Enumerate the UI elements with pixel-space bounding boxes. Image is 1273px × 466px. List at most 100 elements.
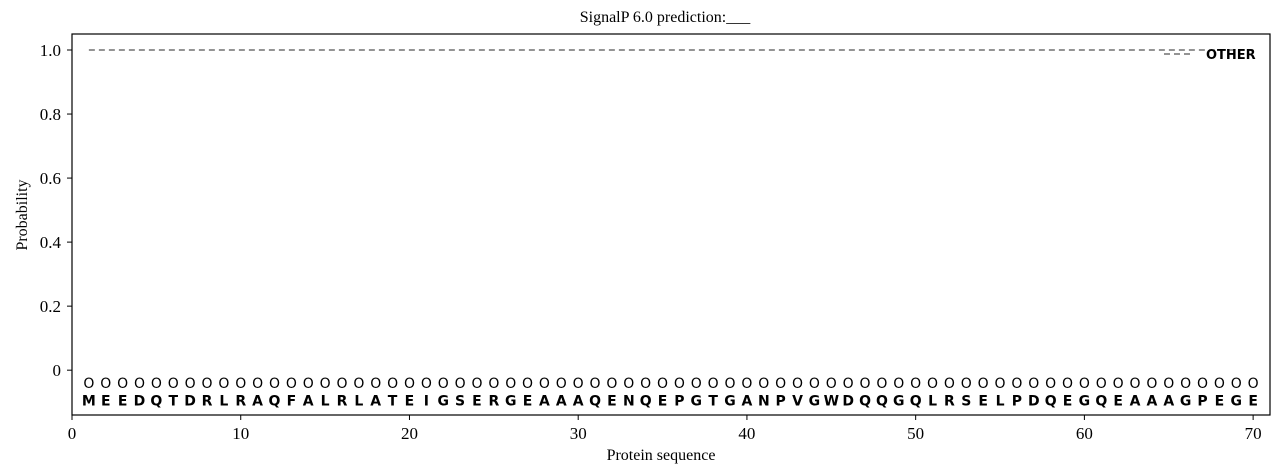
state-label: O (320, 376, 331, 392)
sequence-residue: D (184, 394, 196, 410)
sequence-residue: A (1146, 394, 1157, 410)
state-label: O (168, 376, 179, 392)
sequence-residue: Q (269, 394, 281, 410)
sequence-residue: M (82, 394, 96, 410)
state-label: O (1231, 376, 1242, 392)
sequence-residue: G (505, 394, 517, 410)
sequence-residue: L (354, 394, 363, 410)
state-label: O (522, 376, 533, 392)
state-label: O (539, 376, 550, 392)
x-tick-label: 70 (1245, 424, 1262, 443)
sequence-residue: G (1231, 394, 1243, 410)
sequence-residue: Q (640, 394, 652, 410)
sequence-residue: E (523, 394, 533, 410)
sequence-residue: E (607, 394, 617, 410)
sequence-residue: E (1063, 394, 1073, 410)
sequence-residue: R (488, 394, 499, 410)
sequence-residue: Q (910, 394, 922, 410)
state-label: O (1079, 376, 1090, 392)
sequence-residue: G (893, 394, 905, 410)
y-tick-label: 0.8 (40, 105, 61, 124)
y-tick-label: 0.4 (40, 233, 62, 252)
sequence-residue: F (287, 394, 297, 410)
state-label: O (657, 376, 668, 392)
state-label: O (455, 376, 466, 392)
state-label: O (471, 376, 482, 392)
state-label: O (1062, 376, 1073, 392)
state-label: O (741, 376, 752, 392)
state-label: O (843, 376, 854, 392)
legend-label-other: OTHER (1206, 48, 1256, 63)
sequence-residue: N (758, 394, 770, 410)
sequence-residue: S (961, 394, 971, 410)
sequence-residue: N (623, 394, 635, 410)
sequence-residue: E (472, 394, 482, 410)
y-tick-label: 1.0 (40, 41, 61, 60)
state-label: O (910, 376, 921, 392)
state-label: O (252, 376, 263, 392)
state-label: O (1197, 376, 1208, 392)
state-label: O (775, 376, 786, 392)
chart-title: SignalP 6.0 prediction:___ (580, 9, 752, 26)
sequence-residue: G (809, 394, 821, 410)
sequence-residue: L (996, 394, 1005, 410)
sequence-residue: T (168, 394, 178, 410)
state-label: O (876, 376, 887, 392)
sequence-residue: E (978, 394, 988, 410)
state-label: O (792, 376, 803, 392)
sequence-residue: E (101, 394, 111, 410)
state-label: O (1045, 376, 1056, 392)
sequence-residue: A (303, 394, 314, 410)
state-label: O (1180, 376, 1191, 392)
state-label: O (353, 376, 364, 392)
state-label: O (809, 376, 820, 392)
x-tick-label: 10 (232, 424, 249, 443)
sequence-residue: R (944, 394, 955, 410)
plot-frame (71, 33, 1271, 416)
sequence-residue: E (405, 394, 415, 410)
state-label: O (573, 376, 584, 392)
sequence-residue: Q (150, 394, 162, 410)
state-label: O (505, 376, 516, 392)
state-label: O (860, 376, 871, 392)
state-label: O (218, 376, 229, 392)
x-axis-label: Protein sequence (607, 447, 716, 464)
state-label: O (944, 376, 955, 392)
sequence-residue: Q (876, 394, 888, 410)
state-label: O (404, 376, 415, 392)
state-label: O (1011, 376, 1022, 392)
state-label: O (185, 376, 196, 392)
x-tick-label: 50 (907, 424, 924, 443)
y-tick-label: 0.6 (40, 169, 61, 188)
sequence-residue: P (1012, 394, 1022, 410)
y-tick-label: 0 (53, 361, 62, 380)
state-label: O (286, 376, 297, 392)
state-label: O (725, 376, 736, 392)
state-label: O (151, 376, 162, 392)
sequence-residue: T (388, 394, 398, 410)
sequence-residue: G (691, 394, 703, 410)
sequence-residue: A (1130, 394, 1141, 410)
state-label: O (100, 376, 111, 392)
state-label: O (995, 376, 1006, 392)
sequence-residue: Q (859, 394, 871, 410)
sequence-residue: G (437, 394, 449, 410)
state-label: O (370, 376, 381, 392)
x-tick-label: 20 (401, 424, 418, 443)
state-label: O (1028, 376, 1039, 392)
sequence-residue: A (556, 394, 567, 410)
x-tick-label: 30 (570, 424, 587, 443)
sequence-residue: Q (1045, 394, 1057, 410)
sequence-residue: D (842, 394, 854, 410)
state-label: O (623, 376, 634, 392)
state-label: O (1163, 376, 1174, 392)
state-label: O (893, 376, 904, 392)
state-label: O (1129, 376, 1140, 392)
sequence-residue: A (742, 394, 753, 410)
sequence-residue: D (134, 394, 146, 410)
sequence-residue: V (792, 394, 803, 410)
sequence-residue: E (1215, 394, 1225, 410)
state-label: O (927, 376, 938, 392)
sequence-residue: A (1163, 394, 1174, 410)
